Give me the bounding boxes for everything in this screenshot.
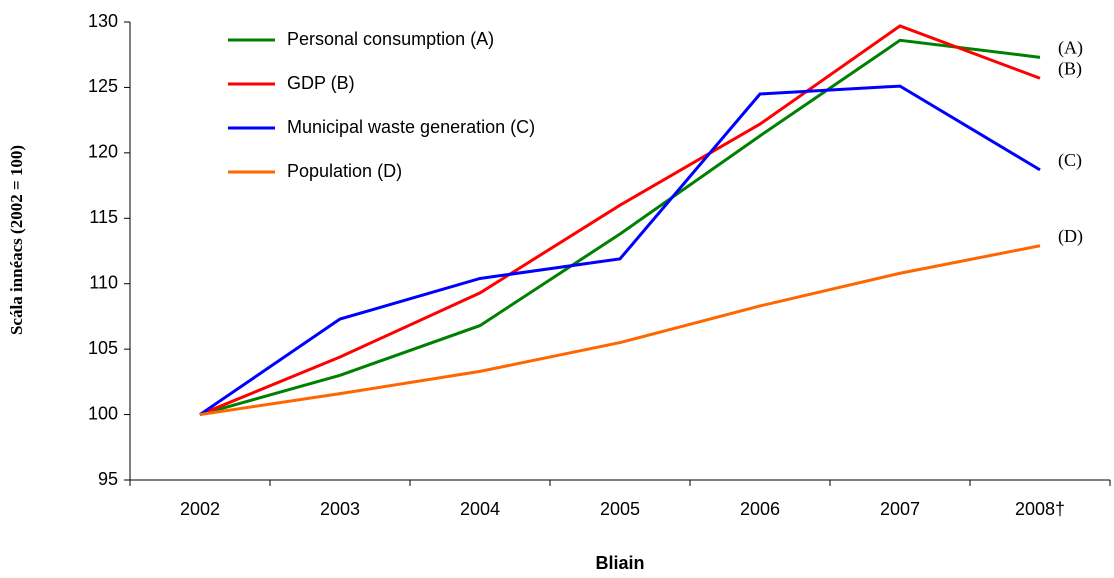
- series-annotation: (C): [1058, 150, 1082, 171]
- series-line: [199, 24, 1041, 416]
- y-tick-label: 115: [89, 207, 118, 227]
- legend-label: GDP (B): [287, 73, 355, 93]
- series-line: [199, 244, 1041, 417]
- series-annotation: (D): [1058, 226, 1083, 247]
- x-tick-label: 2007: [880, 499, 920, 519]
- x-axis-title: Bliain: [595, 553, 644, 573]
- series-line: [199, 84, 1041, 416]
- legend-label: Personal consumption (A): [287, 29, 494, 49]
- y-tick-label: 95: [98, 469, 118, 489]
- x-tick-label: 2005: [600, 499, 640, 519]
- x-tick-label: 2003: [320, 499, 360, 519]
- x-tick-label: 2002: [180, 499, 220, 519]
- y-tick-label: 120: [88, 142, 118, 162]
- y-tick-label: 130: [88, 11, 118, 31]
- y-tick-label: 100: [88, 403, 118, 423]
- series-annotation: (B): [1058, 58, 1082, 79]
- legend-label: Municipal waste generation (C): [287, 117, 535, 137]
- y-tick-label: 105: [88, 338, 118, 358]
- y-tick-label: 110: [89, 272, 118, 292]
- y-axis-title: Scála innéacs (2002 = 100): [7, 145, 26, 335]
- series-annotation: (A): [1058, 37, 1083, 58]
- x-tick-label: 2008†: [1015, 499, 1065, 519]
- series-line: [199, 38, 1041, 417]
- legend-label: Population (D): [287, 161, 402, 181]
- y-tick-label: 125: [88, 76, 118, 96]
- x-tick-label: 2006: [740, 499, 780, 519]
- x-tick-label: 2004: [460, 499, 500, 519]
